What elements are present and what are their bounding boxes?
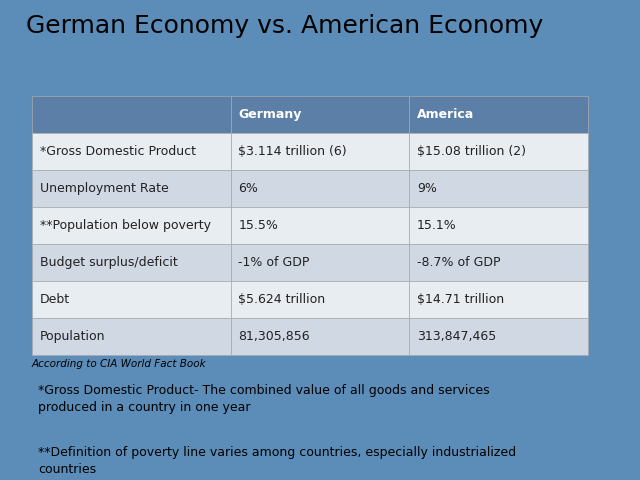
Bar [32, 244, 231, 281]
Bar [410, 207, 588, 244]
Text: 81,305,856: 81,305,856 [239, 330, 310, 343]
Text: 9%: 9% [417, 182, 437, 195]
Text: 15.5%: 15.5% [239, 219, 278, 232]
Text: German Economy vs. American Economy: German Economy vs. American Economy [26, 14, 543, 38]
Bar [231, 281, 410, 318]
Text: Unemployment Rate: Unemployment Rate [40, 182, 168, 195]
Bar [410, 244, 588, 281]
Text: Budget surplus/deficit: Budget surplus/deficit [40, 256, 177, 269]
Bar [231, 133, 410, 170]
Text: **Population below poverty: **Population below poverty [40, 219, 211, 232]
Bar [231, 170, 410, 207]
Text: 15.1%: 15.1% [417, 219, 457, 232]
Text: Germany: Germany [239, 108, 302, 121]
Text: *Gross Domestic Product- The combined value of all goods and services
produced i: *Gross Domestic Product- The combined va… [38, 384, 490, 413]
Text: $14.71 trillion: $14.71 trillion [417, 293, 504, 306]
Bar [410, 318, 588, 355]
Bar [410, 96, 588, 133]
Bar [32, 281, 231, 318]
Text: **Definition of poverty line varies among countries, especially industrialized
c: **Definition of poverty line varies amon… [38, 446, 516, 476]
Bar [410, 281, 588, 318]
Bar [231, 207, 410, 244]
Bar [32, 318, 231, 355]
Text: $15.08 trillion (2): $15.08 trillion (2) [417, 145, 526, 158]
Text: America: America [417, 108, 474, 121]
Bar [410, 133, 588, 170]
Text: 313,847,465: 313,847,465 [417, 330, 496, 343]
Text: $3.114 trillion (6): $3.114 trillion (6) [239, 145, 347, 158]
Text: -1% of GDP: -1% of GDP [239, 256, 310, 269]
Bar [32, 170, 231, 207]
Bar [410, 170, 588, 207]
Bar [231, 244, 410, 281]
Bar [231, 318, 410, 355]
Bar [32, 96, 231, 133]
Bar [231, 96, 410, 133]
Text: *Gross Domestic Product: *Gross Domestic Product [40, 145, 196, 158]
Text: 6%: 6% [239, 182, 259, 195]
Text: Population: Population [40, 330, 105, 343]
Text: According to CIA World Fact Book: According to CIA World Fact Book [32, 359, 207, 369]
Text: Debt: Debt [40, 293, 70, 306]
Text: $5.624 trillion: $5.624 trillion [239, 293, 326, 306]
Bar [32, 207, 231, 244]
Bar [32, 133, 231, 170]
Text: -8.7% of GDP: -8.7% of GDP [417, 256, 500, 269]
